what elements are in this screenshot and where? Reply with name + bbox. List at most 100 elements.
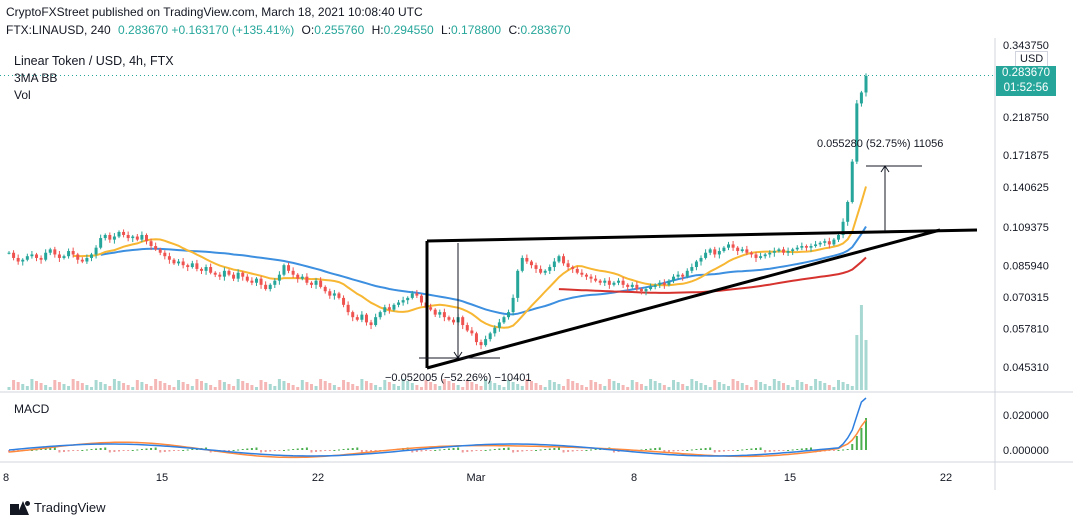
volume-bar — [67, 386, 71, 390]
volume-bar — [273, 386, 277, 390]
candle-body — [7, 252, 11, 254]
volume-bar — [516, 384, 520, 390]
candle-body — [259, 278, 263, 285]
candle-body — [34, 254, 38, 258]
macd-legend[interactable]: MACD — [14, 402, 50, 416]
volume-bar — [589, 380, 593, 390]
volume-bar — [351, 384, 355, 390]
currency-button[interactable]: USD — [1015, 51, 1049, 67]
macd-histogram-bar — [612, 450, 615, 453]
volume-bar — [653, 381, 657, 390]
candle-body — [672, 276, 676, 281]
volume-bar — [319, 379, 323, 390]
candle-body — [433, 309, 437, 315]
macd-histogram-bar — [755, 448, 758, 450]
last-price-tag: 0.283670 01:52:56 — [996, 66, 1056, 96]
volume-bar — [837, 380, 841, 390]
volume-bar — [639, 384, 643, 390]
macd-histogram-bar — [722, 450, 725, 452]
macd-histogram-bar — [415, 450, 418, 452]
volume-bar — [167, 385, 171, 390]
candle-body — [759, 256, 763, 258]
macd-histogram-bar — [337, 449, 340, 451]
candle-body — [777, 249, 781, 252]
support-trendline — [426, 228, 941, 370]
macd-signal-line — [8, 419, 867, 459]
macd-histogram-bar — [704, 448, 707, 450]
volume-bar — [282, 381, 286, 390]
candle-body — [300, 276, 304, 279]
volume-bar — [681, 384, 685, 390]
volume-bar — [584, 387, 588, 390]
volume-bar — [328, 383, 332, 390]
candle-body — [763, 254, 767, 257]
candle-body — [745, 249, 749, 253]
candle-body — [154, 246, 158, 250]
macd-histogram-bar — [374, 450, 377, 451]
volume-bar — [433, 384, 437, 390]
macd-histogram-bar — [741, 449, 744, 451]
volume-bar — [12, 380, 16, 390]
open-value: 0.255760 — [314, 23, 365, 37]
volume-bar — [543, 387, 547, 390]
volume-bar — [122, 383, 126, 390]
macd-histogram-bar — [177, 450, 180, 451]
legend-indicator[interactable]: 3MA BB — [14, 71, 58, 85]
macd-histogram-bar — [67, 450, 70, 452]
macd-tick-label: 0.020000 — [1003, 410, 1049, 422]
macd-histogram-bar — [800, 448, 803, 450]
candle-body — [557, 256, 561, 262]
macd-histogram-bar — [594, 449, 597, 450]
candle-body — [67, 251, 71, 257]
volume-bar — [387, 382, 391, 390]
candle-body — [639, 289, 643, 292]
volume-bar — [44, 385, 48, 390]
volume-bar — [241, 381, 245, 390]
candle-body — [575, 268, 579, 273]
macd-histogram-bar — [686, 450, 689, 451]
macd-histogram-bar — [333, 450, 336, 451]
volume-bar — [704, 385, 708, 390]
tradingview-branding[interactable]: TradingView — [10, 500, 106, 515]
legend-volume[interactable]: Vol — [14, 88, 31, 102]
candle-body — [250, 280, 254, 283]
volume-bar — [369, 383, 373, 390]
candle-body — [53, 249, 57, 255]
macd-histogram-bar — [163, 450, 166, 452]
macd-histogram-bar — [81, 450, 84, 451]
candle-body — [617, 280, 621, 283]
candle-body — [859, 92, 863, 104]
volume-bar — [474, 384, 478, 390]
macd-histogram-bar — [324, 450, 327, 451]
volume-bar — [539, 385, 543, 390]
volume-bar — [777, 381, 781, 390]
macd-histogram-bar — [516, 450, 519, 452]
candle-body — [241, 272, 245, 277]
symbol-label: FTX:LINAUSD, 240 — [6, 23, 111, 37]
candle-body — [502, 317, 506, 323]
candle-body — [474, 333, 478, 343]
macd-histogram-bar — [585, 450, 588, 451]
volume-bar — [332, 385, 336, 390]
volume-bar — [497, 385, 501, 390]
candle-body — [397, 302, 401, 305]
macd-histogram-bar — [457, 447, 460, 450]
candle-body — [131, 236, 135, 239]
macd-histogram-bar — [209, 450, 212, 453]
macd-histogram-bar — [411, 450, 414, 453]
macd-histogram-bar — [713, 450, 716, 453]
macd-histogram-bar — [855, 436, 858, 450]
volume-bar — [53, 380, 57, 390]
macd-histogram-bar — [438, 449, 441, 451]
macd-histogram-bar — [590, 449, 593, 451]
macd-histogram-bar — [447, 448, 450, 450]
candle-body — [827, 241, 831, 245]
macd-histogram-bar — [315, 450, 318, 452]
candle-body — [273, 280, 277, 285]
macd-histogram-bar — [241, 449, 244, 450]
macd-histogram-bar — [539, 449, 542, 451]
macd-histogram-bar — [434, 450, 437, 451]
volume-bar — [108, 386, 112, 390]
volume-bar — [630, 380, 634, 390]
